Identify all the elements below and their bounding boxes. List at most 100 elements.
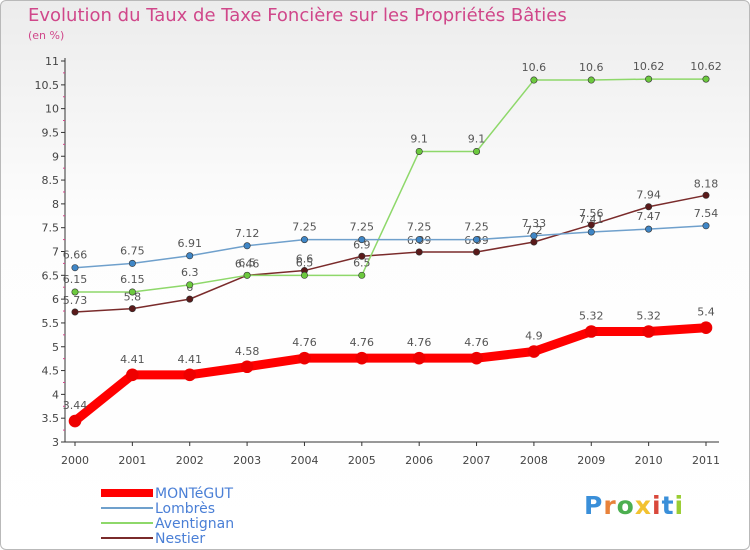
data-point (702, 75, 710, 83)
data-point (300, 236, 308, 244)
logo-letter: i (674, 491, 685, 520)
x-tick-label: 2004 (290, 454, 318, 467)
data-label: 7.25 (292, 221, 317, 234)
unit-label: (en %) (28, 29, 65, 42)
data-label: 5.8 (124, 291, 142, 304)
data-label: 5.32 (636, 310, 661, 323)
data-point (473, 236, 481, 244)
data-point (128, 305, 136, 313)
data-point (126, 368, 139, 382)
series-line (74, 225, 707, 269)
data-label: 5.4 (697, 306, 715, 319)
chart-title: Evolution du Taux de Taxe Foncière sur l… (28, 5, 567, 26)
data-label: 7.94 (636, 189, 661, 202)
data-label: 6.9 (353, 238, 371, 251)
y-tick-label: 3 (52, 436, 59, 449)
data-label: 4.76 (464, 336, 489, 349)
axes: 3 3.5 4 4.5 5 5.5 6 6.5 7 7.5 8 8.5 9 9.5 10 10.5 11 2000… (35, 55, 721, 467)
data-label: 4.9 (525, 330, 543, 343)
series-line (74, 194, 707, 313)
data-label: 5.32 (579, 310, 604, 323)
x-tick-label: 2010 (635, 454, 663, 467)
data-point (702, 222, 710, 230)
data-point (587, 221, 595, 229)
data-label: 4.76 (292, 336, 317, 349)
data-point (183, 368, 197, 382)
y-tick-label: 7 (52, 246, 59, 259)
series-line (74, 78, 707, 293)
data-label: 6.15 (63, 273, 88, 286)
y-tick-label: 4.5 (42, 365, 60, 378)
y-tick-label: 4 (52, 388, 59, 401)
data-label: 6.5 (353, 256, 371, 269)
data-label: 6.3 (181, 266, 199, 279)
data-label: 6.91 (177, 237, 202, 250)
logo-letter: t (661, 491, 675, 520)
data-label: 7.33 (522, 217, 547, 230)
data-label: 3.44 (63, 399, 88, 412)
data-point (186, 295, 194, 303)
y-tick-label: 7.5 (42, 222, 60, 235)
x-tick-label: 2001 (118, 454, 146, 467)
logo-letter: o (616, 491, 635, 520)
data-label: 9.1 (468, 132, 486, 145)
y-tick-label: 9.5 (42, 126, 60, 139)
data-point (243, 271, 251, 279)
data-label: 6.66 (63, 249, 88, 262)
x-tick-label: 2009 (577, 454, 605, 467)
x-tick-label: 2000 (61, 454, 89, 467)
legend-item: Aventignan (101, 516, 234, 532)
y-tick-label: 6.5 (42, 269, 60, 282)
data-label: 5.73 (63, 294, 88, 307)
data-label: 10.6 (522, 61, 547, 74)
data-label: 4.76 (407, 336, 432, 349)
data-label: 7.25 (464, 221, 489, 234)
data-point (71, 288, 79, 296)
data-point (415, 147, 423, 155)
series-2: 6.15 6.15 6.3 6.5 6.5 6.5 9.1 9.1 10.6 10.6 10.62 1… (63, 60, 722, 296)
data-point (240, 360, 254, 374)
y-tick-label: 5.5 (42, 317, 60, 330)
data-label: 4.41 (177, 353, 202, 366)
data-point (470, 351, 483, 365)
data-point (186, 252, 194, 260)
series-1: 5.735.866.466.66.96.996.997.27.567.948.1… (63, 177, 718, 316)
y-tick-label: 6 (52, 293, 59, 306)
data-point (645, 75, 653, 83)
data-point (71, 308, 79, 316)
logo-letter: i (652, 491, 662, 520)
data-label: 10.62 (690, 60, 722, 73)
data-point (642, 325, 655, 338)
data-point (358, 271, 366, 279)
data-label: 6.15 (120, 273, 145, 286)
data-point (415, 236, 423, 244)
data-label: 7.56 (579, 207, 604, 220)
legend-item: Nestier (101, 531, 205, 547)
data-point (530, 238, 538, 246)
data-label: 6.46 (235, 257, 260, 270)
y-tick-label: 5 (52, 341, 59, 354)
y-tick-label: 3.5 (42, 412, 60, 425)
y-tick-label: 10.5 (35, 79, 60, 92)
data-label: 6.6 (296, 253, 314, 266)
data-point (645, 225, 653, 233)
data-label: 7.2 (525, 224, 543, 237)
legend-item: Lombrès (101, 501, 215, 517)
y-tick-label: 9 (52, 150, 59, 163)
logo-letter: x (634, 491, 652, 520)
data-point (186, 281, 194, 289)
data-label: 7.12 (235, 227, 260, 240)
legend-label: Aventignan (155, 516, 234, 532)
legend-label: MONTéGUT (155, 486, 233, 502)
x-tick-label: 2002 (176, 454, 204, 467)
data-point (587, 76, 595, 84)
series-4: 3.44 4.41 4.41 4.58 4.76 4.76 4.76 4.76 4.9 5.32 5… (63, 306, 715, 428)
y-tick-label: 8.5 (42, 174, 60, 187)
data-point (473, 147, 481, 155)
y-tick-label: 10 (45, 103, 59, 116)
x-tick-label: 2011 (692, 454, 720, 467)
legend-label: Nestier (155, 531, 205, 547)
legend-item: MONTéGUT (101, 486, 233, 502)
